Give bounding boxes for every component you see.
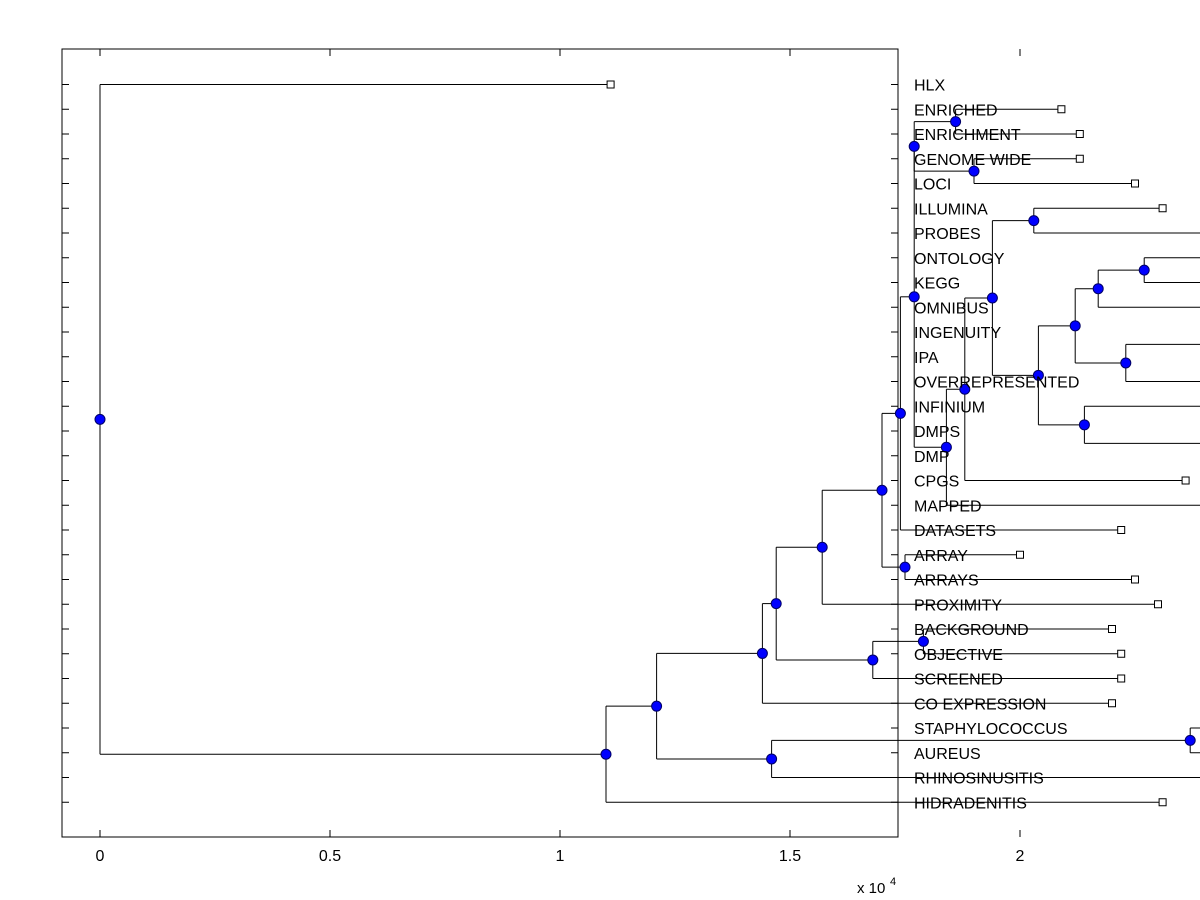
label-layer: HLX ENRICHED ENRICHMENT GENOME WIDE LOCI ILLU… [914, 78, 1079, 813]
leaf-label: AUREUS [914, 746, 981, 763]
merge-node [876, 484, 888, 496]
leaf-marker [1131, 575, 1139, 584]
merge-node [1120, 357, 1132, 369]
merge-node [950, 116, 962, 128]
merge-node [917, 635, 929, 647]
leaf-label: CPGS [914, 474, 959, 491]
leaf-label: IPA [914, 350, 939, 367]
merge-node [908, 291, 920, 303]
merge-node [1092, 283, 1104, 295]
merge-node [651, 700, 663, 712]
x-tick-label: 0 [96, 848, 105, 865]
leaf-label: OVERREPRESENTED [914, 375, 1079, 392]
merge-node [1069, 320, 1081, 332]
plot-frame [61, 48, 899, 838]
leaf-label: MAPPED [914, 498, 982, 515]
leaf-label: PROBES [914, 226, 981, 243]
axis-layer: 00.511.522.53 [62, 49, 1025, 865]
merge-node [894, 407, 906, 419]
leaf-label: ARRAY [914, 548, 968, 565]
leaf-marker [1057, 105, 1066, 114]
leaf-label: ILLUMINA [914, 201, 988, 218]
merge-node [867, 654, 879, 666]
merge-node [1138, 264, 1150, 276]
merge-node [959, 383, 971, 395]
x-tick-label: 0.5 [319, 848, 341, 865]
merge-node [816, 541, 828, 553]
leaf-marker [1108, 625, 1116, 633]
leaf-label: SCREENED [914, 672, 1003, 689]
leaf-label: HIDRADENITIS [914, 795, 1027, 812]
merge-node [968, 165, 980, 177]
merge-node [1078, 419, 1090, 431]
leaf-label: ENRICHED [914, 102, 998, 119]
leaf-label: DATASETS [914, 523, 996, 540]
node-layer [94, 116, 1196, 765]
merge-node [766, 753, 778, 765]
leaf-marker [1131, 179, 1139, 188]
leaf-marker [1108, 699, 1116, 708]
merge-node [1032, 369, 1044, 381]
leaf-label: RHINOSINUSITIS [914, 771, 1044, 788]
merge-node [770, 598, 782, 610]
merge-node [908, 140, 920, 152]
leaf-label: ONTOLOGY [914, 251, 1005, 268]
leaf-label: OMNIBUS [914, 300, 989, 317]
leaf-marker [1016, 550, 1024, 559]
merge-node [1184, 734, 1196, 746]
leaf-label: BACKGROUND [914, 622, 1029, 639]
leaf-marker [606, 80, 615, 89]
merge-node [986, 292, 998, 304]
merge-node [1028, 215, 1040, 227]
leaf-marker [1181, 476, 1190, 485]
leaf-marker [1158, 798, 1167, 807]
leaf-marker [1117, 649, 1126, 658]
leaf-label: PROXIMITY [914, 597, 1002, 614]
merge-node [899, 561, 911, 573]
leaf-marker [1158, 204, 1167, 213]
x-tick-label: 1 [556, 848, 565, 865]
merge-node [94, 413, 106, 425]
axis-multiplier-exponent: 4 [890, 876, 896, 888]
leaf-marker [1117, 526, 1126, 534]
merge-node [600, 748, 612, 760]
merge-node [756, 647, 768, 659]
leaf-marker [1075, 154, 1084, 163]
leaf-label: CO EXPRESSION [914, 696, 1046, 713]
link-layer [99, 84, 1200, 803]
leaf-label: STAPHYLOCOCCUS [914, 721, 1068, 738]
leaf-label: GENOME WIDE [914, 152, 1031, 169]
leaf-label: ENRICHMENT [914, 127, 1021, 144]
leaf-layer [606, 80, 1190, 807]
x-tick-label: 1.5 [779, 848, 801, 865]
leaf-label: OBJECTIVE [914, 647, 1003, 664]
leaf-marker [1154, 600, 1162, 609]
axis-multiplier-base: x 10 [857, 880, 885, 897]
leaf-label: INGENUITY [914, 325, 1001, 342]
x-tick-label: 2 [1016, 848, 1025, 865]
leaf-marker [1075, 130, 1084, 138]
leaf-label: ARRAYS [914, 573, 979, 590]
leaf-label: DMPS [914, 424, 960, 441]
leaf-marker [1117, 674, 1126, 683]
leaf-label: LOCI [914, 177, 951, 194]
leaf-label: INFINIUM [914, 399, 985, 416]
leaf-label: HLX [914, 78, 945, 95]
leaf-label: KEGG [914, 276, 960, 293]
leaf-label: DMP [914, 449, 950, 466]
merge-node [940, 441, 952, 453]
